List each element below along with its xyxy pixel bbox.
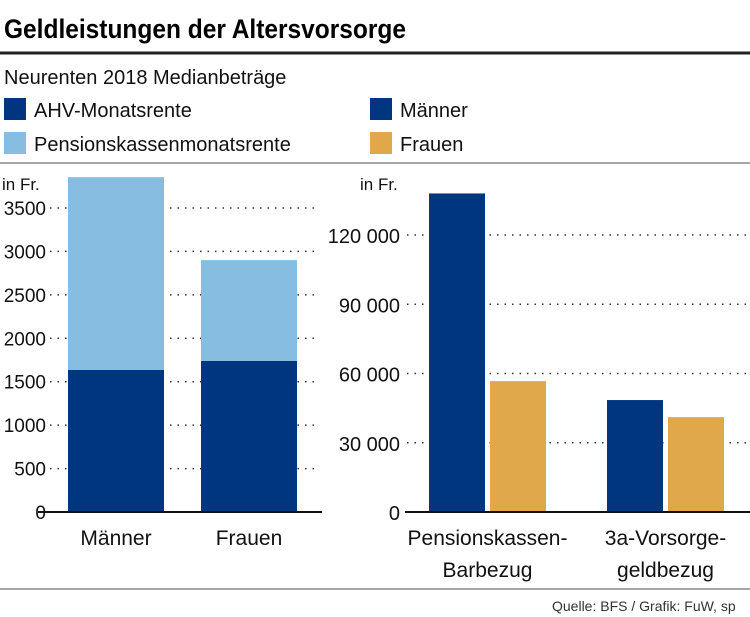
x-tick-label: Frauen	[216, 527, 283, 550]
x-tick-label: geldbezug	[617, 559, 714, 582]
y-tick-label: 90 000	[339, 295, 400, 317]
legend-label: AHV-Monatsrente	[34, 100, 192, 122]
y-tick-label: 0	[35, 503, 46, 524]
y-tick-label: 2000	[4, 329, 46, 350]
bar-pensionskassenmonatsrente	[201, 260, 297, 361]
bar-frauen	[490, 381, 546, 512]
legend: AHV-Monatsrente Pensionskassenmonatsrente…	[4, 98, 468, 156]
y-tick-label: 0	[389, 503, 400, 525]
y-tick-label: 1500	[4, 373, 46, 394]
legend-label: Männer	[400, 100, 468, 122]
right-chart: in Fr. 0 30 000 60 000 90 000 120 000 Pensions…	[328, 175, 750, 582]
bar-frauen	[668, 417, 724, 512]
x-tick-label: Männer	[80, 527, 151, 550]
left-chart: in Fr. 0 500 1000 1500 2000 2500 3000 3500 Männer…	[2, 175, 322, 550]
x-tick-label: Barbezug	[443, 559, 533, 582]
y-tick-label: 500	[14, 460, 46, 481]
y-tick-label: 2500	[4, 286, 46, 307]
y-axis-label: in Fr.	[360, 175, 398, 194]
legend-swatch	[370, 98, 392, 120]
x-tick-label: Pensionskassen-	[408, 527, 568, 550]
y-tick-label: 3000	[4, 242, 46, 263]
chart-title: Geldleistungen der Altersvorsorge	[4, 14, 406, 44]
source-note: Quelle: BFS / Grafik: FuW, sp	[552, 598, 736, 614]
bar-ahv-monatsrente	[201, 360, 297, 512]
legend-label: Pensionskassenmonatsrente	[34, 134, 291, 156]
y-tick-label: 3500	[4, 199, 46, 220]
y-axis-label: in Fr.	[2, 175, 40, 194]
bar-männer	[607, 400, 663, 512]
legend-swatch	[4, 98, 26, 120]
bar-männer	[429, 193, 485, 512]
legend-label: Frauen	[400, 134, 463, 156]
y-tick-label: 1000	[4, 416, 46, 437]
bar-pensionskassenmonatsrente	[68, 177, 164, 370]
y-tick-label: 30 000	[339, 434, 400, 456]
x-tick-label: 3a-Vorsorge-	[605, 527, 726, 550]
legend-swatch	[4, 132, 26, 154]
chart-subtitle: Neurenten 2018 Medianbeträge	[4, 67, 286, 89]
bar-ahv-monatsrente	[68, 369, 164, 512]
y-tick-label: 120 000	[328, 226, 400, 248]
y-tick-label: 60 000	[339, 365, 400, 387]
legend-swatch	[370, 132, 392, 154]
